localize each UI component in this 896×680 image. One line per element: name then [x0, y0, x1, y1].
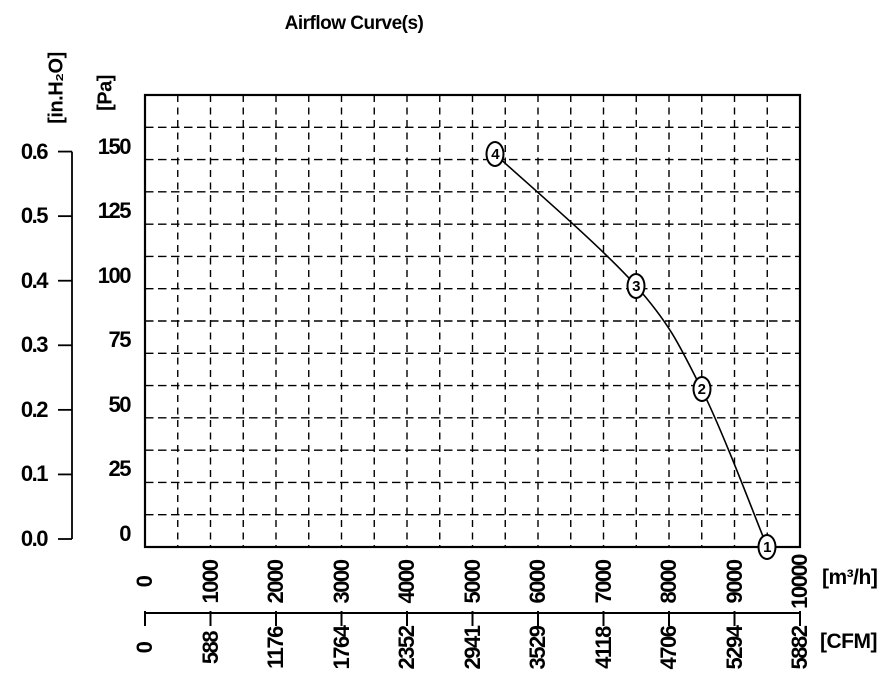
- cfm-tick-label: 5882: [787, 626, 812, 670]
- chart-title: Airflow Curve(s): [284, 13, 424, 34]
- inh2o-tick-label: 0.3: [20, 332, 49, 358]
- cfm-tick-label: 1764: [328, 626, 354, 670]
- m3h-tick-label: 4000: [394, 560, 419, 604]
- m3h-tick-label: 9000: [721, 560, 747, 604]
- m3h-tick-label: 0: [132, 576, 157, 588]
- pa-tick-label: 150: [97, 133, 132, 159]
- pa-tick-label: 50: [108, 391, 132, 417]
- m3h-tick-label: 10000: [787, 555, 812, 609]
- inh2o-tick-label: 0.6: [20, 138, 49, 164]
- curve-point-marker-3: 3: [626, 273, 646, 300]
- cfm-tick-label: 0: [132, 642, 157, 654]
- curve-point-marker-4: 4: [485, 141, 505, 168]
- cfm-tick-label: 3529: [525, 626, 550, 670]
- plot-frame: [143, 93, 802, 549]
- pa-tick-label: 100: [97, 262, 132, 288]
- cfm-tick-label: 1176: [263, 627, 288, 669]
- pa-tick-label: 125: [97, 198, 132, 224]
- pa-tick-label: 25: [108, 456, 132, 482]
- cfm-tick-label: 4118: [590, 627, 616, 669]
- inh2o-tick-label: 0.0: [20, 526, 49, 551]
- m3h-tick-label: 5000: [459, 560, 485, 604]
- inh2o-tick-label: 0.5: [20, 203, 49, 229]
- inh2o-tick-label: 0.1: [20, 461, 49, 487]
- inh2o-tick-label: 0.2: [20, 396, 49, 422]
- cfm-tick-label: 2352: [394, 626, 419, 670]
- m3h-tick-label: 1000: [197, 560, 223, 604]
- cfm-tick-label: 5294: [721, 626, 747, 670]
- m3h-tick-label: 8000: [656, 560, 681, 604]
- x-axis-primary-unit-label: [m³/h]: [822, 566, 878, 589]
- curve-point-marker-1: 1: [757, 534, 777, 560]
- m3h-tick-label: 2000: [263, 560, 288, 604]
- m3h-tick-label: 6000: [525, 560, 550, 604]
- cfm-tick-label: 4706: [656, 626, 681, 670]
- cfm-tick-label: 2941: [459, 626, 485, 670]
- curve-point-marker-2: 2: [692, 376, 712, 403]
- m3h-tick-label: 7000: [590, 560, 616, 604]
- cfm-tick-label: 588: [197, 631, 223, 665]
- pa-tick-label: 0: [119, 521, 131, 546]
- x-axis-secondary-unit-label: [CFM]: [820, 630, 877, 653]
- airflow-curve: [494, 153, 768, 548]
- pa-tick-label: 75: [108, 327, 132, 353]
- inh2o-tick-label: 0.4: [20, 267, 49, 293]
- m3h-tick-label: 3000: [328, 560, 354, 604]
